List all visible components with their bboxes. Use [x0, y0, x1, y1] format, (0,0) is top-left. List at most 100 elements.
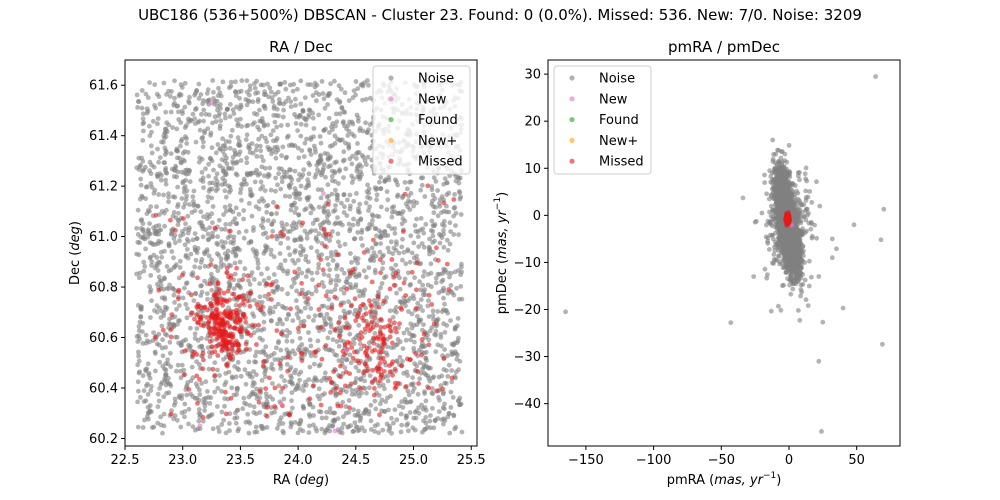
noise-point: [354, 151, 359, 157]
noise-point: [317, 134, 323, 139]
noise-point: [305, 183, 310, 188]
noise-point: [289, 203, 295, 208]
noise-point: [282, 378, 287, 384]
noise-point: [389, 209, 395, 215]
noise-point: [307, 423, 312, 429]
missed-point: [221, 311, 227, 317]
missed-point: [182, 348, 188, 354]
noise-point: [159, 139, 164, 145]
missed-point: [441, 200, 447, 206]
noise-point: [310, 404, 316, 410]
noise-point: [251, 314, 257, 319]
missed-point: [234, 316, 240, 322]
noise-point: [171, 210, 177, 215]
noise-point: [378, 241, 383, 247]
noise-point: [219, 422, 225, 427]
noise-point: [398, 429, 404, 435]
noise-point: [222, 181, 228, 187]
noise-point: [271, 272, 277, 277]
noise-point: [420, 282, 426, 288]
missed-point: [419, 352, 424, 358]
noise-point: [158, 227, 164, 233]
noise-point: [400, 236, 405, 242]
noise-point: [234, 117, 240, 123]
noise-point: [254, 143, 260, 149]
missed-point: [219, 318, 225, 323]
missed-point: [372, 376, 378, 382]
noise-point: [221, 212, 227, 218]
noise-point: [315, 187, 321, 193]
noise-point: [169, 231, 174, 237]
missed-point: [223, 339, 229, 345]
noise-point: [135, 424, 141, 430]
noise-point: [350, 222, 356, 228]
noise-point: [197, 265, 203, 270]
noise-point: [171, 322, 176, 328]
noise-point: [156, 192, 162, 197]
noise-point: [396, 250, 402, 256]
noise-point: [342, 110, 348, 115]
noise-point: [288, 373, 293, 379]
noise-point: [228, 263, 234, 269]
noise-point: [232, 415, 238, 421]
noise-point: [147, 80, 153, 85]
noise-point: [254, 78, 260, 84]
noise-point: [264, 266, 270, 272]
noise-point: [294, 288, 299, 294]
noise-point: [246, 359, 252, 365]
missed-point: [363, 311, 369, 316]
noise-point: [215, 385, 221, 391]
missed-point: [333, 386, 339, 391]
missed-point: [182, 372, 187, 377]
noise-point: [430, 240, 435, 245]
noise-point: [312, 146, 318, 152]
noise-point: [141, 388, 147, 394]
noise-point: [352, 391, 358, 397]
noise-point: [225, 106, 231, 112]
noise-point: [184, 237, 190, 242]
noise-point: [281, 226, 287, 232]
noise-point: [292, 351, 298, 357]
noise-point: [147, 375, 153, 381]
noise-point: [137, 270, 143, 276]
noise-point: [149, 129, 154, 135]
missed-point: [389, 257, 395, 262]
missed-point: [245, 298, 250, 304]
missed-point: [346, 325, 351, 331]
noise-point: [355, 221, 361, 227]
noise-point: [162, 248, 167, 254]
noise-point: [296, 329, 302, 335]
noise-point: [155, 404, 161, 410]
noise-point: [164, 207, 169, 213]
noise-point: [216, 113, 222, 119]
noise-point: [407, 259, 413, 265]
noise-point: [343, 166, 349, 172]
noise-point: [318, 195, 324, 201]
noise-point: [268, 247, 274, 253]
missed-point: [236, 347, 241, 353]
noise-point: [203, 166, 208, 172]
noise-point: [351, 216, 356, 222]
noise-point: [258, 148, 264, 154]
noise-point: [343, 404, 349, 409]
noise-point: [227, 421, 232, 426]
missed-point: [237, 294, 242, 299]
noise-point: [301, 388, 306, 393]
noise-point: [333, 391, 339, 396]
noise-point: [269, 151, 274, 157]
missed-point: [197, 377, 202, 382]
noise-point: [275, 182, 280, 188]
noise-point: [327, 238, 332, 244]
noise-point: [360, 97, 365, 103]
noise-point: [392, 407, 398, 413]
noise-point: [255, 90, 261, 95]
noise-point: [176, 109, 181, 115]
noise-point: [327, 267, 333, 273]
missed-point: [429, 302, 435, 307]
noise-point: [253, 204, 259, 210]
noise-point: [402, 180, 408, 185]
missed-point: [328, 390, 334, 395]
noise-point: [178, 143, 183, 149]
noise-point: [282, 80, 288, 85]
